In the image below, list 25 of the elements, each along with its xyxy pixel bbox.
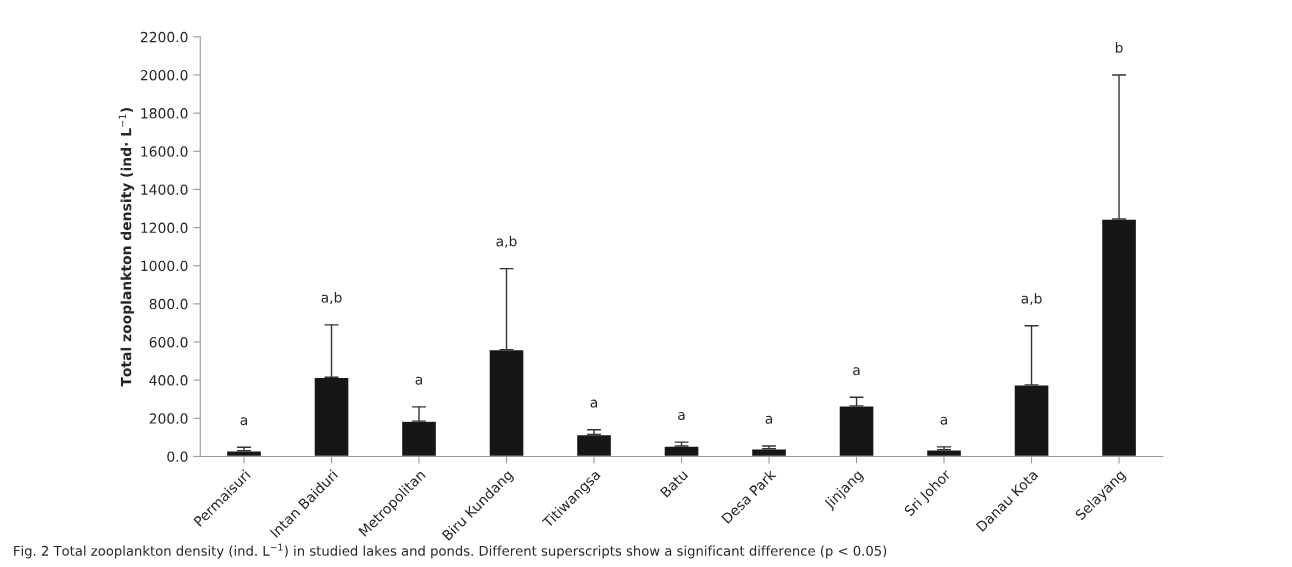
y-tick-label: 1400.0: [141, 184, 188, 195]
y-tick-label: 800.0: [149, 298, 188, 310]
annotation: a: [240, 417, 248, 426]
annotation: a,b: [496, 235, 517, 248]
caption: Fig. 2 Total zooplankton density (ind. L$^{−1}$) in studied lakes and ponds. Different superscripts show a significant difference (p < 0.05): [14, 543, 887, 559]
annotation: a: [940, 416, 948, 425]
y-tick-label: 2000.0: [140, 69, 188, 81]
y-tick-label: 2200.0: [140, 31, 188, 43]
y-tick-label: 1200.0: [141, 222, 188, 234]
annotation: a,b: [321, 291, 342, 305]
y-tick-label: 1000.0: [141, 260, 188, 272]
y-tick-label: 1800.0: [141, 108, 188, 119]
annotation: a: [853, 367, 860, 376]
annotation: a: [590, 399, 598, 408]
y-tick-label: 400.0: [149, 375, 188, 386]
annotation: a: [415, 376, 423, 385]
annotation: a,b: [1021, 292, 1042, 306]
annotation: a: [765, 415, 773, 424]
y-tick-label: 200.0: [149, 413, 188, 424]
annotation: a: [678, 412, 685, 420]
y-axis-title: Total zooplankton density (ind· L$^{−1}$): [118, 107, 135, 387]
y-tick-label: 1600.0: [141, 146, 188, 157]
annotation: b: [1115, 42, 1123, 53]
y-tick-label: 0.0: [167, 451, 188, 462]
y-tick-label: 600.0: [149, 336, 188, 348]
